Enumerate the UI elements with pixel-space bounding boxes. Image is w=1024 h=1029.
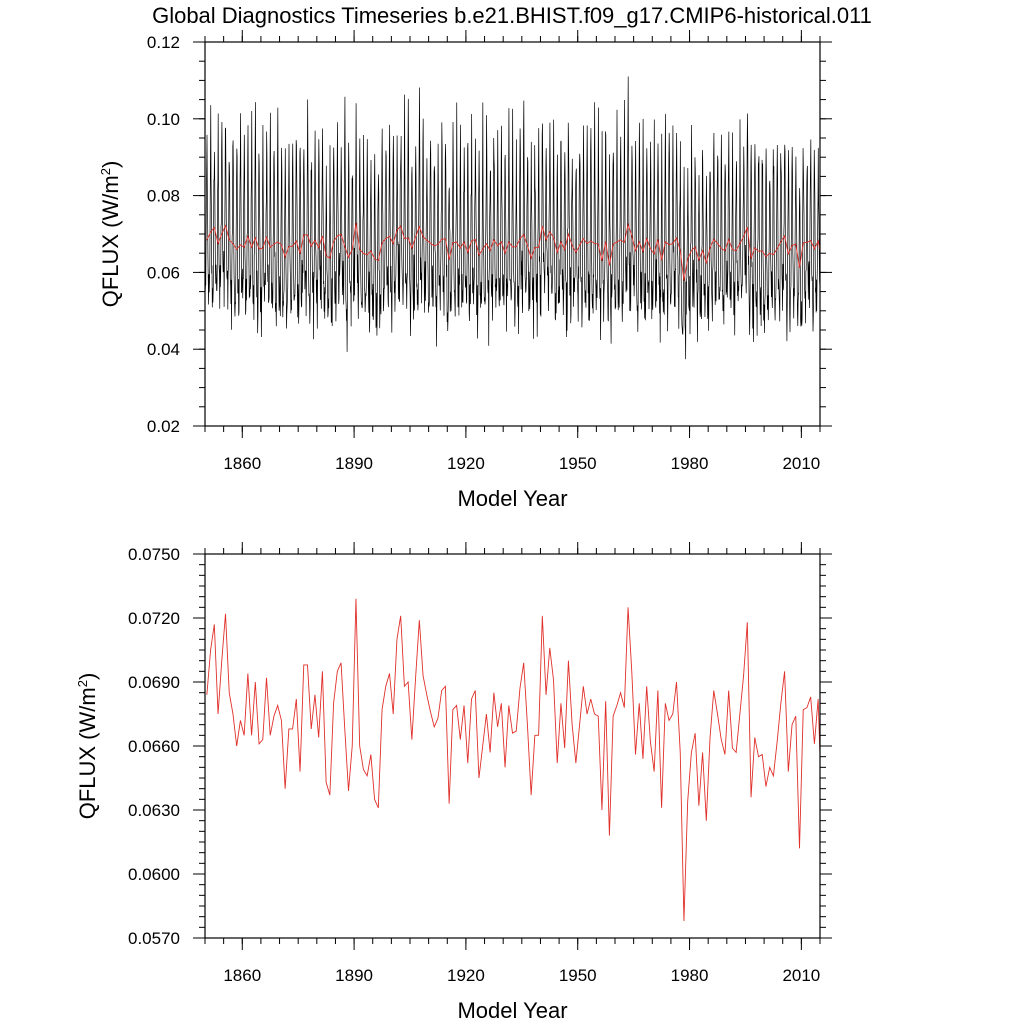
x-axis-label: Model Year bbox=[457, 998, 567, 1023]
x-tick-label: 1860 bbox=[223, 966, 261, 985]
y-tick-label: 0.12 bbox=[147, 33, 180, 52]
y-tick-label: 0.08 bbox=[147, 187, 180, 206]
x-tick-label: 2010 bbox=[782, 966, 820, 985]
y-tick-label: 0.0720 bbox=[128, 609, 180, 628]
x-tick-label: 1950 bbox=[559, 454, 597, 473]
y-tick-label: 0.0750 bbox=[128, 545, 180, 564]
plot-frame bbox=[204, 553, 821, 939]
x-tick-label: 2010 bbox=[782, 454, 820, 473]
x-tick-label: 1980 bbox=[671, 966, 709, 985]
y-tick-label: 0.0660 bbox=[128, 737, 180, 756]
x-tick-label: 1890 bbox=[335, 966, 373, 985]
y-tick-label: 0.0600 bbox=[128, 865, 180, 884]
x-tick-label: 1920 bbox=[447, 966, 485, 985]
y-tick-label: 0.0690 bbox=[128, 673, 180, 692]
monthly-series-line bbox=[205, 76, 820, 360]
y-axis-label: QFLUX (W/m2) bbox=[98, 161, 123, 308]
x-tick-label: 1980 bbox=[671, 454, 709, 473]
y-axis-label: QFLUX (W/m2) bbox=[75, 673, 100, 820]
annual-series-line bbox=[206, 598, 820, 921]
plot-area bbox=[205, 76, 820, 360]
y-tick-label: 0.04 bbox=[147, 340, 180, 359]
x-tick-label: 1860 bbox=[223, 454, 261, 473]
figure-title: Global Diagnostics Timeseries b.e21.BHIS… bbox=[152, 3, 872, 28]
x-tick-label: 1890 bbox=[335, 454, 373, 473]
y-tick-label: 0.06 bbox=[147, 263, 180, 282]
y-tick-label: 0.0630 bbox=[128, 801, 180, 820]
top-panel: 1860 1890 1920 1950 1980 2010 0.02 0.04 0.06 0.08… bbox=[98, 30, 832, 511]
y-tick-label: 0.10 bbox=[147, 110, 180, 129]
x-axis-label: Model Year bbox=[457, 486, 567, 511]
bottom-panel: 1860 1890 1920 1950 1980 2010 0.0570 0.0600 0.06… bbox=[75, 542, 832, 1023]
x-tick-label: 1920 bbox=[447, 454, 485, 473]
y-tick-label: 0.0570 bbox=[128, 929, 180, 948]
annual-series-line bbox=[206, 222, 820, 281]
x-tick-label: 1950 bbox=[559, 966, 597, 985]
plot-area bbox=[206, 598, 820, 921]
y-tick-label: 0.02 bbox=[147, 417, 180, 436]
